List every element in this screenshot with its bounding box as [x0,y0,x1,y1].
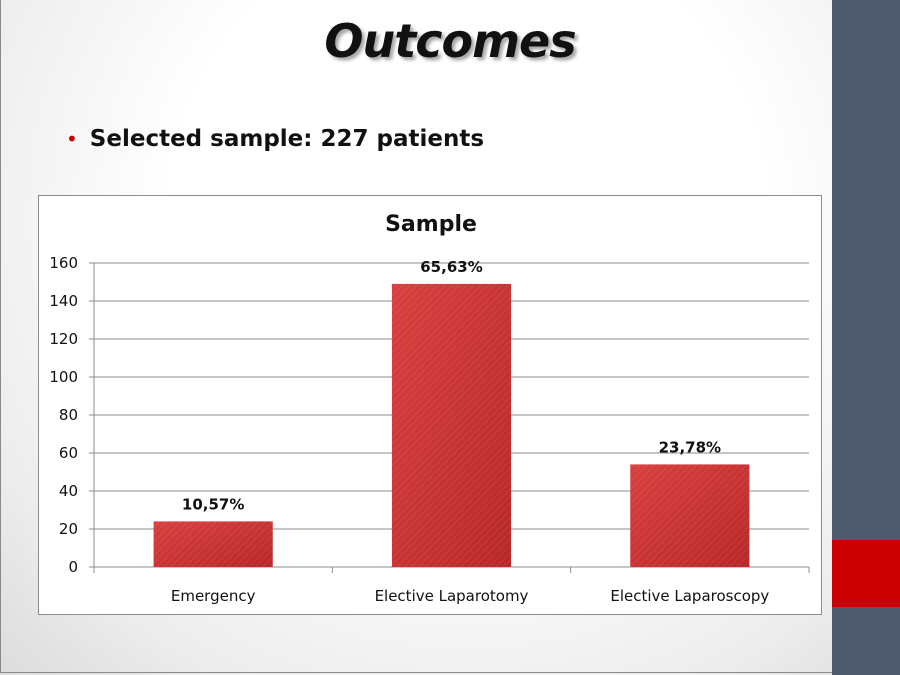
x-category-label: Emergency [171,587,256,605]
y-tick-label: 0 [68,558,78,576]
bullet-dot-icon: • [66,127,78,151]
y-tick-label: 40 [59,482,78,500]
data-label: 65,63% [420,258,482,276]
y-tick-label: 60 [59,444,78,462]
y-tick-label: 20 [59,520,78,538]
side-accent [832,540,900,607]
data-label: 10,57% [182,495,244,513]
slide-frame [0,0,832,673]
y-tick-label: 100 [49,368,78,386]
x-category-label: Elective Laparoscopy [610,587,769,605]
bullet-text: Selected sample: 227 patients [89,126,485,152]
y-tick-label: 160 [49,254,78,272]
bar-texture [391,283,512,567]
slide-title: Outcomes [324,14,576,68]
data-label: 23,78% [659,438,721,456]
bullet-item: • Selected sample: 227 patients [66,126,484,152]
bar-texture [153,521,273,567]
y-tick-label: 80 [59,406,78,424]
x-category-label: Elective Laparotomy [375,587,529,605]
chart-svg: Sample 0 20 40 60 80 100 120 140 160 Emergency 10… [49,212,810,605]
bar-texture [630,464,750,567]
chart: Sample 0 20 40 60 80 100 120 140 160 Emergency 10… [38,195,822,615]
chart-title: Sample [385,212,477,237]
y-tick-label: 140 [49,292,78,310]
y-tick-label: 120 [49,330,78,348]
